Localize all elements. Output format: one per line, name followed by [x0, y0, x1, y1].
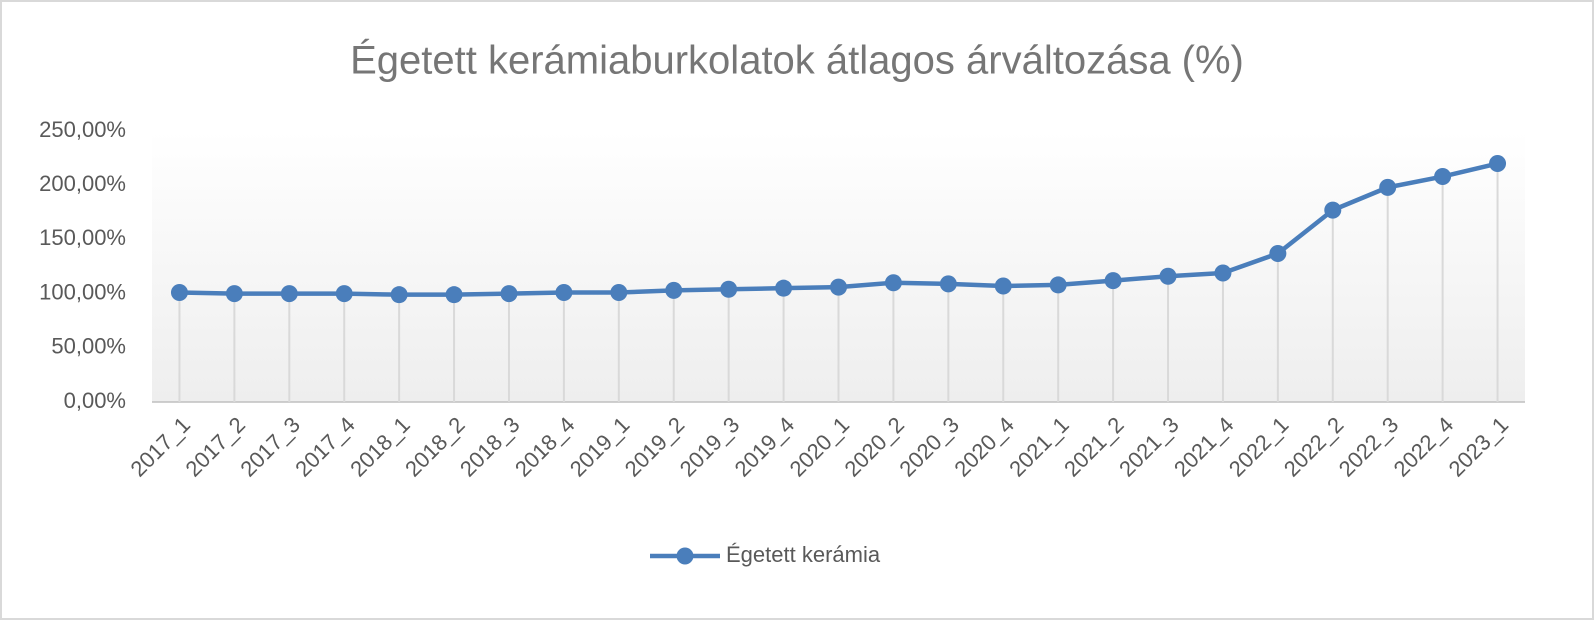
point	[1379, 178, 1397, 196]
point	[335, 285, 353, 303]
point	[665, 281, 683, 299]
legend-label: Égetett kerámia	[726, 542, 881, 567]
point	[1434, 168, 1452, 186]
point	[1214, 264, 1232, 282]
point	[830, 278, 847, 296]
y-tick-label: 50,00%	[51, 334, 126, 359]
y-tick-label: 100,00%	[39, 279, 126, 304]
point	[1159, 267, 1177, 285]
legend-marker	[676, 547, 694, 565]
y-tick-label: 250,00%	[39, 117, 126, 142]
point	[500, 285, 518, 303]
y-tick-label: 0,00%	[64, 388, 126, 413]
point	[1269, 244, 1287, 262]
point	[1489, 155, 1507, 173]
point	[225, 285, 243, 303]
point	[1104, 272, 1122, 290]
point	[390, 286, 408, 304]
point	[1324, 201, 1342, 219]
point	[610, 284, 628, 302]
point	[720, 280, 738, 298]
point	[555, 284, 573, 302]
point	[884, 274, 902, 292]
y-tick-label: 150,00%	[39, 225, 126, 250]
point	[1049, 276, 1067, 294]
point	[939, 275, 957, 293]
chart-title: Égetett kerámiaburkolatok átlagos árvált…	[350, 38, 1244, 83]
point	[170, 284, 188, 302]
point	[994, 277, 1012, 295]
point	[280, 285, 298, 303]
y-tick-label: 200,00%	[39, 171, 126, 196]
point	[445, 286, 463, 304]
point	[775, 279, 793, 297]
